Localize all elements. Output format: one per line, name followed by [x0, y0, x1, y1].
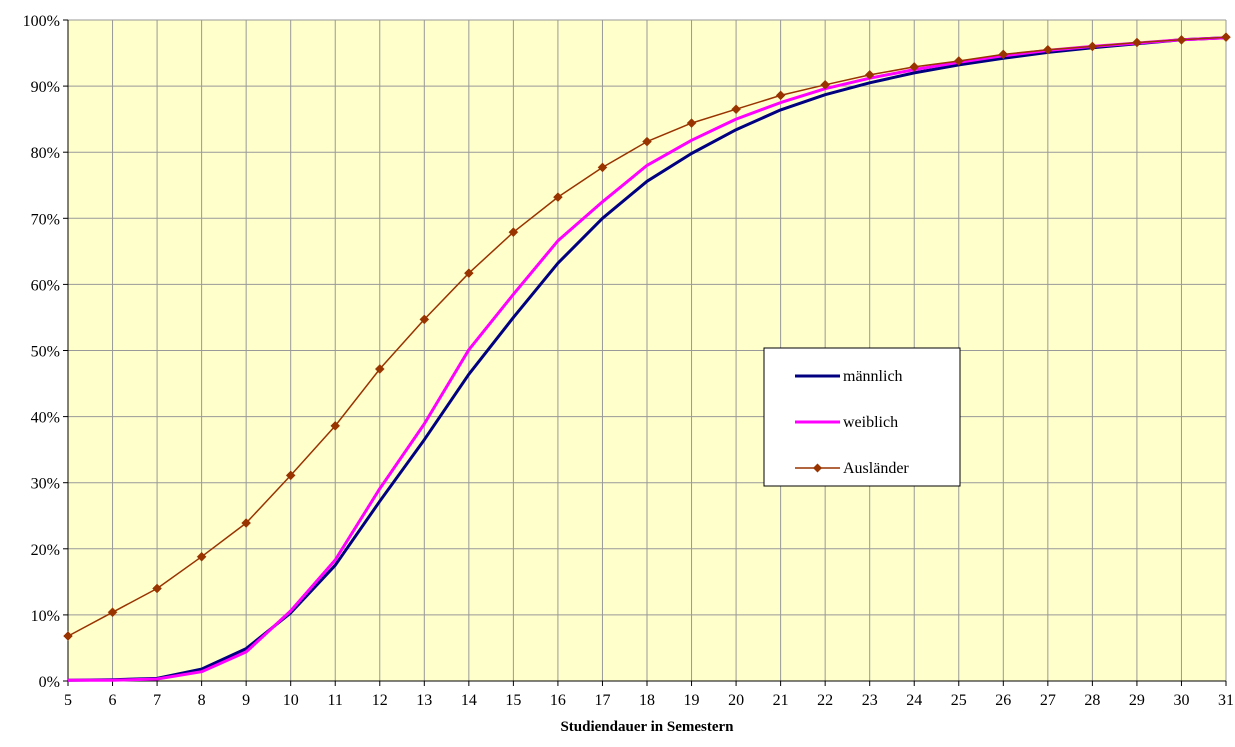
series-3-point [642, 136, 652, 147]
y-tick-label: 90% [31, 79, 60, 96]
series-3-point [775, 90, 786, 101]
series-3-point [953, 56, 964, 66]
x-tick-label: 8 [198, 692, 206, 709]
series-3-group [63, 32, 1231, 641]
x-tick-label: 28 [1084, 692, 1100, 709]
series-3-point [1087, 41, 1098, 52]
x-tick-label: 9 [242, 692, 250, 709]
series-3-point [285, 470, 296, 481]
y-tick-label: 60% [31, 277, 60, 294]
legend-item: Ausländer [795, 460, 909, 477]
series-2-group [68, 36, 1227, 682]
chart-legend: männlich weiblich Ausländer [763, 347, 961, 487]
y-tick-label: 50% [31, 344, 60, 361]
x-tick-label: 10 [283, 692, 299, 709]
x-tick-label: 25 [951, 692, 967, 709]
series-3-point [864, 70, 875, 80]
series-3-point [196, 551, 207, 562]
x-tick-label: 15 [505, 692, 521, 709]
series-3-point [330, 421, 341, 431]
series-3-point [998, 49, 1009, 60]
x-axis-title: Studiendauer in Semestern [560, 719, 734, 735]
y-tick-label: 40% [31, 410, 60, 427]
x-tick-label: 29 [1129, 692, 1145, 709]
legend-item: weiblich [795, 414, 898, 431]
y-tick-label: 30% [31, 476, 60, 493]
series-3-point [241, 518, 252, 528]
legend-marker [813, 463, 822, 473]
x-tick-label: 17 [594, 692, 610, 709]
x-tick-label: 22 [817, 692, 833, 709]
series-3-point [374, 364, 385, 374]
series-3-point [1132, 37, 1142, 48]
x-tick-label: 11 [328, 692, 343, 709]
x-tick-label: 19 [684, 692, 700, 709]
x-tick-label: 6 [109, 692, 117, 709]
series-3-point [820, 79, 831, 90]
x-tick-label: 24 [906, 692, 922, 709]
series-3-point [686, 118, 697, 128]
series-3-point [1176, 34, 1187, 45]
series-3-point [107, 607, 118, 618]
legend-item: männlich [795, 368, 903, 385]
series-2-line [68, 36, 1227, 682]
series-3-point [63, 631, 73, 641]
tick-labels: 0% 10% 20% 30% 40% 50% 60% 70% 80% 90% 100% 5 6 7 8 9 10… [23, 13, 1234, 709]
series-3-point [597, 162, 608, 173]
y-tick-label: 70% [31, 211, 60, 228]
x-tick-label: 5 [64, 692, 72, 709]
series-3-point [1221, 32, 1231, 43]
series-3-point [1042, 44, 1053, 55]
series-lines [63, 32, 1231, 682]
y-tick-label: 10% [31, 608, 60, 625]
y-tick-label: 100% [23, 13, 60, 30]
x-tick-label: 13 [416, 692, 432, 709]
series-3-point [909, 62, 920, 72]
x-tick-label: 21 [773, 692, 789, 709]
series-3-point [419, 314, 430, 325]
legend-label: weiblich [843, 414, 898, 431]
legend-label: männlich [843, 368, 903, 385]
y-tick-label: 80% [31, 145, 60, 162]
series-3-point [508, 227, 519, 238]
y-tick-label: 0% [39, 674, 60, 691]
series-3-point [152, 583, 162, 594]
axes [63, 19, 1227, 686]
series-3-point [463, 268, 474, 279]
x-tick-label: 27 [1040, 692, 1056, 709]
x-tick-label: 14 [461, 692, 477, 709]
y-tick-label: 20% [31, 542, 60, 559]
series-3-point [553, 192, 563, 203]
x-tick-label: 12 [372, 692, 388, 709]
x-tick-label: 18 [639, 692, 655, 709]
x-tick-label: 20 [728, 692, 744, 709]
x-tick-label: 30 [1173, 692, 1189, 709]
x-tick-label: 7 [153, 692, 161, 709]
x-tick-label: 31 [1218, 692, 1234, 709]
x-tick-label: 26 [995, 692, 1011, 709]
legend-label: Ausländer [843, 460, 909, 477]
x-tick-label: 16 [550, 692, 566, 709]
legend-box [763, 347, 961, 487]
series-3-point [731, 104, 741, 115]
x-tick-label: 23 [862, 692, 878, 709]
